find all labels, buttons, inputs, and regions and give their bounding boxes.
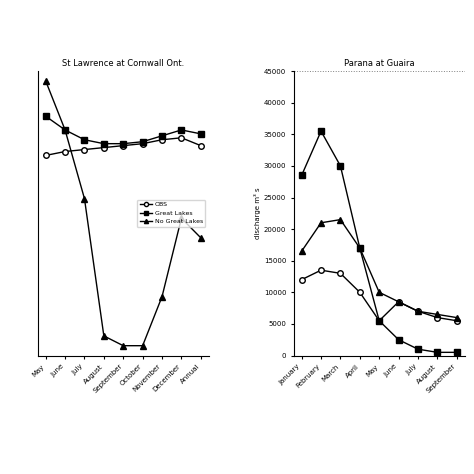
series3 (357, 245, 363, 251)
No Great Lakes (43, 78, 48, 84)
Y-axis label: discharge m³ s: discharge m³ s (254, 188, 261, 239)
Title: St Lawrence at Cornwall Ont.: St Lawrence at Cornwall Ont. (62, 59, 184, 67)
series3 (396, 337, 401, 343)
Great Lakes (101, 141, 107, 146)
OBS (396, 299, 401, 305)
OBS (198, 143, 204, 148)
No Great Lakes (179, 215, 184, 221)
series3 (454, 349, 460, 355)
OBS (318, 267, 324, 273)
Great Lakes (140, 139, 146, 145)
series3 (435, 349, 440, 355)
OBS (120, 143, 126, 148)
OBS (435, 315, 440, 320)
Line: Great Lakes: Great Lakes (43, 113, 203, 146)
OBS (82, 147, 87, 153)
OBS (179, 135, 184, 141)
Great Lakes (62, 127, 68, 133)
No Great Lakes (140, 343, 146, 348)
OBS (299, 277, 304, 283)
Line: series2: series2 (299, 217, 459, 320)
series3 (337, 163, 343, 169)
Great Lakes (82, 137, 87, 143)
series2 (396, 299, 401, 305)
Title: Parana at Guaira: Parana at Guaira (344, 59, 414, 67)
series3 (299, 173, 304, 178)
OBS (43, 153, 48, 158)
series2 (454, 315, 460, 320)
series3 (318, 128, 324, 134)
series2 (337, 217, 343, 222)
Legend: OBS, Great Lakes, No Great Lakes: OBS, Great Lakes, No Great Lakes (137, 200, 205, 227)
OBS (357, 290, 363, 295)
No Great Lakes (159, 294, 165, 300)
OBS (62, 149, 68, 155)
series2 (318, 220, 324, 226)
OBS (376, 318, 382, 324)
Line: OBS: OBS (299, 267, 459, 324)
Line: No Great Lakes: No Great Lakes (43, 78, 203, 348)
series2 (357, 245, 363, 251)
series2 (299, 248, 304, 254)
Great Lakes (179, 127, 184, 133)
No Great Lakes (101, 333, 107, 339)
Great Lakes (120, 141, 126, 146)
series2 (435, 311, 440, 317)
OBS (101, 145, 107, 150)
OBS (454, 318, 460, 324)
OBS (159, 137, 165, 143)
Line: OBS: OBS (43, 135, 203, 158)
OBS (337, 271, 343, 276)
Line: series3: series3 (299, 128, 459, 355)
OBS (415, 309, 421, 314)
Great Lakes (198, 131, 204, 137)
No Great Lakes (198, 235, 204, 241)
series3 (415, 346, 421, 352)
No Great Lakes (120, 343, 126, 348)
Great Lakes (159, 133, 165, 139)
No Great Lakes (82, 196, 87, 201)
series3 (376, 318, 382, 324)
Great Lakes (43, 113, 48, 119)
series2 (376, 290, 382, 295)
series2 (415, 309, 421, 314)
OBS (140, 141, 146, 146)
No Great Lakes (62, 127, 68, 133)
